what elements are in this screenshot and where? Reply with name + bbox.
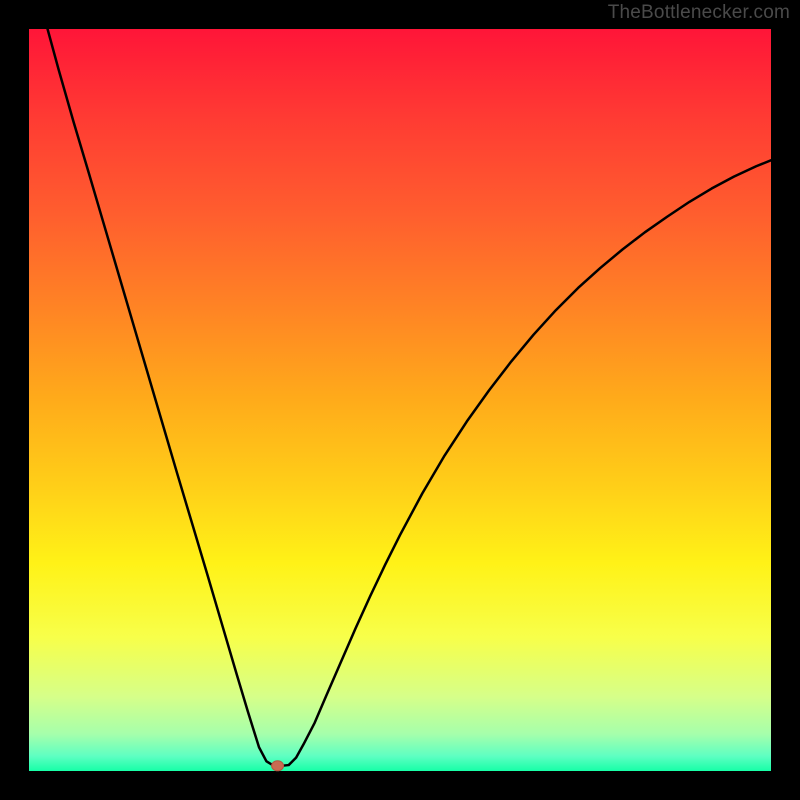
- optimal-marker: [272, 761, 284, 771]
- chart-svg: [0, 0, 800, 800]
- plot-background: [29, 29, 771, 771]
- watermark-text: TheBottlenecker.com: [608, 2, 790, 24]
- bottleneck-chart: [0, 0, 800, 800]
